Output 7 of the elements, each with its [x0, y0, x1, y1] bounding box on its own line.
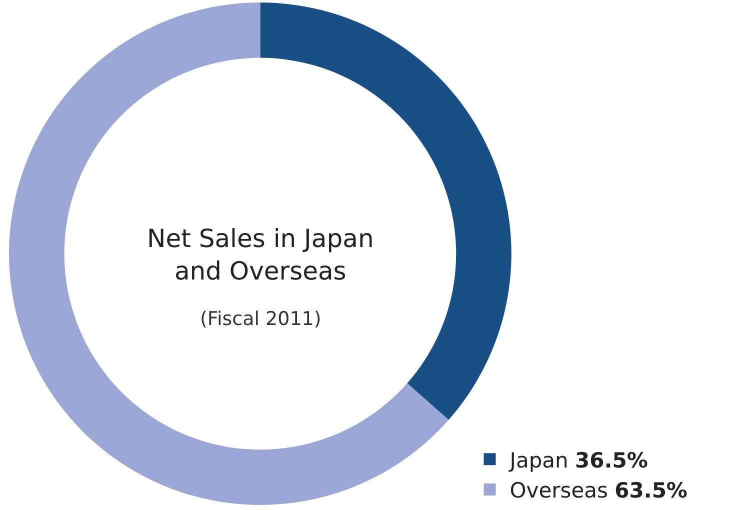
text: (Fiscal 2011) [200, 308, 322, 330]
text: Net Sales in Japan and Overseas [147, 224, 374, 286]
donut-slice [9, 2, 449, 505]
data-label: 63.5% [614, 478, 688, 503]
data-label: 36.5% [575, 448, 648, 472]
legend-label: Overseas [510, 478, 608, 503]
legend-label: Japan [510, 448, 568, 472]
